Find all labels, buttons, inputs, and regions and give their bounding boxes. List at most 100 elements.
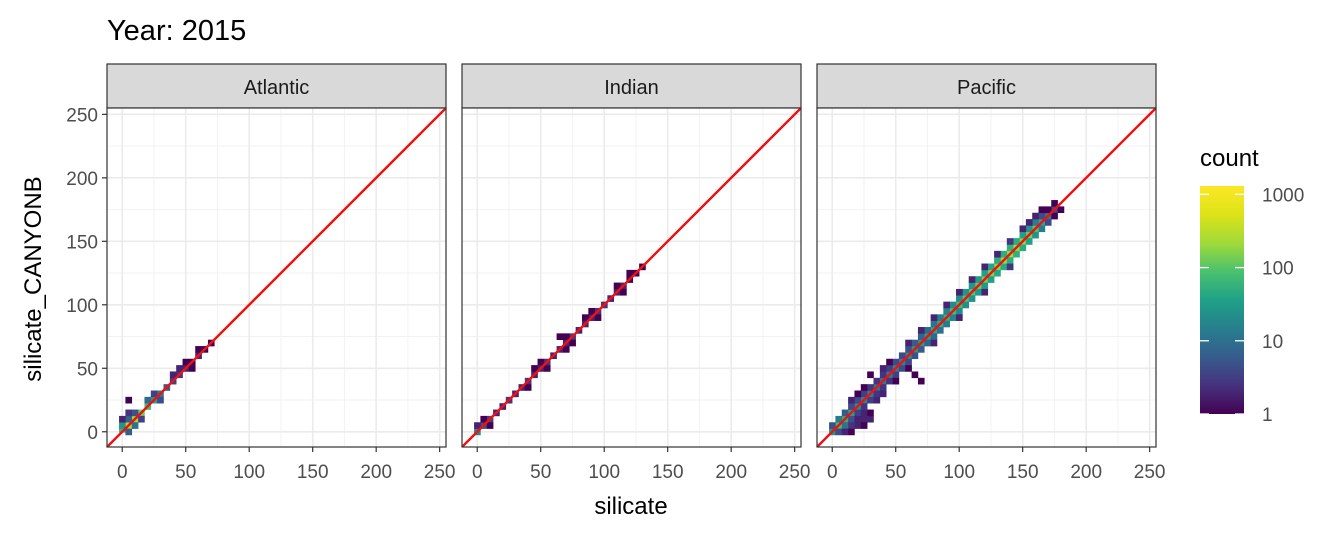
heatmap-bin <box>1038 206 1046 214</box>
heatmap-bin <box>994 257 1001 264</box>
heatmap-bin <box>911 352 919 360</box>
heatmap-bin <box>905 346 912 353</box>
x-tick-label: 100 <box>233 462 265 483</box>
heatmap-bin <box>994 269 1001 277</box>
heatmap-bin <box>930 320 938 328</box>
y-tick-label: 150 <box>66 232 98 253</box>
heatmap-bin <box>860 390 868 398</box>
heatmap-bin <box>873 396 881 404</box>
x-tick-label: 200 <box>360 462 392 483</box>
x-axis-label: silicate <box>594 493 667 520</box>
heatmap-bin <box>892 371 900 379</box>
heatmap-bin <box>556 333 564 341</box>
x-tick-label: 200 <box>715 462 747 483</box>
heatmap-bin <box>943 307 950 315</box>
heatmap-bin <box>125 415 133 423</box>
x-tick-label: 100 <box>588 462 620 483</box>
heatmap-bin <box>480 415 488 423</box>
heatmap-bin <box>131 422 139 429</box>
heatmap-bin <box>867 396 874 404</box>
heatmap-bin <box>968 276 976 283</box>
heatmap-bin <box>1019 244 1027 252</box>
heatmap-bin <box>119 415 126 423</box>
heatmap-bin <box>195 346 202 353</box>
heatmap-bin <box>848 403 855 410</box>
legend-tick-label: 1000 <box>1262 185 1304 206</box>
heatmap-bin <box>835 428 843 436</box>
facet-strip-label: Atlantic <box>244 77 310 99</box>
heatmap-bin <box>930 314 938 321</box>
heatmap-bin <box>860 384 868 391</box>
heatmap-bin <box>930 333 938 341</box>
x-tick-label: 50 <box>885 462 906 483</box>
heatmap-bin <box>956 307 963 315</box>
facet-strip <box>461 63 802 109</box>
heatmap-bin <box>867 409 874 417</box>
y-tick-label: 100 <box>66 296 98 317</box>
heatmap-bin <box>962 288 970 296</box>
heatmap-bin <box>930 339 938 347</box>
heatmap-bin <box>949 301 957 309</box>
heatmap-bin <box>956 314 963 321</box>
x-tick-label: 200 <box>1070 462 1102 483</box>
heatmap-bin <box>911 339 919 347</box>
panel-border <box>106 107 447 448</box>
heatmap-bin <box>924 327 931 334</box>
heatmap-bin <box>157 396 164 404</box>
reference-line <box>817 108 1156 447</box>
heatmap-bin <box>860 403 868 410</box>
heatmap-bin <box>176 365 183 372</box>
heatmap-bin <box>898 352 906 360</box>
heatmap-bin <box>867 371 874 379</box>
heatmap-bin <box>125 409 133 417</box>
heatmap-bin <box>1000 263 1008 271</box>
heatmap-bin <box>1051 212 1058 220</box>
heatmap-bin <box>848 396 855 404</box>
x-tick-label: 150 <box>652 462 684 483</box>
heatmap-bin <box>841 422 849 429</box>
heatmap-bin <box>892 377 900 385</box>
heatmap-bin <box>879 371 887 379</box>
heatmap-bin <box>125 396 133 404</box>
heatmap-bin <box>943 320 950 328</box>
heatmap-bin <box>1025 238 1033 245</box>
x-tick-label: 0 <box>117 462 128 483</box>
heatmap-bin <box>943 301 950 309</box>
heatmap-bin <box>182 358 190 366</box>
heatmap-bin <box>537 358 545 366</box>
heatmap-bin <box>1013 238 1020 245</box>
panel-border <box>461 107 802 448</box>
heatmap-bin <box>854 390 862 398</box>
heatmap-bin <box>594 314 602 321</box>
x-tick-label: 250 <box>779 462 811 483</box>
heatmap-bin <box>626 269 634 277</box>
x-tick-label: 100 <box>943 462 975 483</box>
facet-strip-label: Pacific <box>957 77 1016 99</box>
heatmap-bin <box>968 295 976 302</box>
heatmap-bin <box>119 426 126 433</box>
heatmap-bin <box>1032 212 1039 220</box>
heatmap-bin <box>886 358 893 366</box>
heatmap-bin <box>524 384 532 391</box>
heatmap-bin <box>886 365 893 372</box>
heatmap-bin <box>138 415 145 423</box>
chart-title: Year: 2015 <box>107 15 246 47</box>
heatmap-bin <box>949 314 957 321</box>
heatmap-bin <box>1051 200 1058 207</box>
heatmap-bin <box>1057 206 1065 214</box>
facet-strip-label: Indian <box>604 77 659 99</box>
heatmap-bin <box>917 327 925 334</box>
heatmap-bin <box>860 415 868 423</box>
heatmap-bin <box>898 365 906 372</box>
facet-panel-atlantic: Atlantic 0 50 100 150 200 250 0 50 100 150 200 250 <box>66 63 456 483</box>
y-tick-label: 50 <box>77 359 98 380</box>
heatmap-bin <box>917 346 925 353</box>
legend-ticks: 1 10 100 1000 <box>1200 185 1304 426</box>
heatmap-bin <box>474 422 481 429</box>
heatmap-bin <box>188 365 196 372</box>
heatmap-bin <box>543 365 551 372</box>
heatmap-bin <box>1019 225 1027 233</box>
x-tick-label: 50 <box>530 462 551 483</box>
